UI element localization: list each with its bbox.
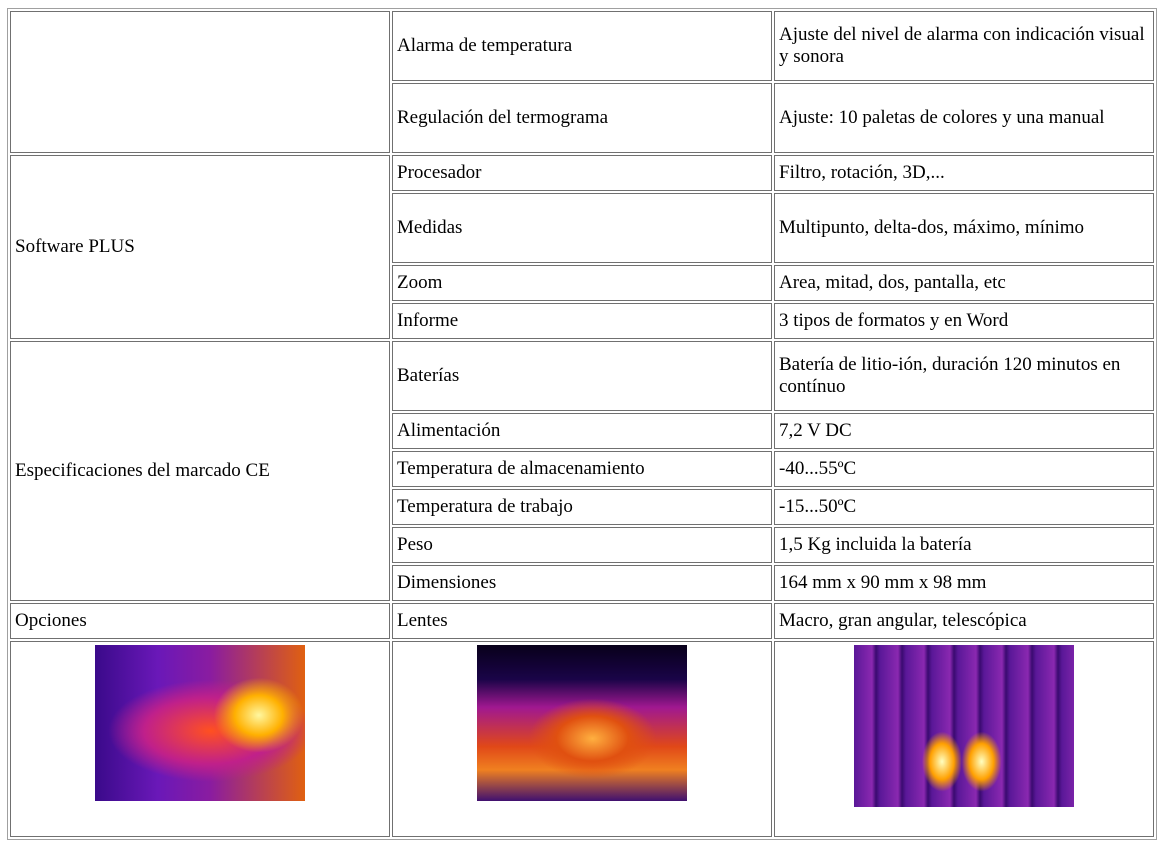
spec-name: Peso <box>392 527 772 563</box>
spec-name: Procesador <box>392 155 772 191</box>
spec-row: Opciones Lentes Macro, gran angular, teles… <box>10 603 1154 639</box>
spec-name: Medidas <box>392 193 772 263</box>
thermal-image <box>477 645 687 801</box>
spec-name: Regulación del termograma <box>392 83 772 153</box>
spec-name: Temperatura de trabajo <box>392 489 772 525</box>
group-label: Software PLUS <box>10 155 390 339</box>
spec-value: 7,2 V DC <box>774 413 1154 449</box>
spec-table: Alarma de temperatura Ajuste del nivel de… <box>7 8 1157 840</box>
spec-value: Filtro, rotación, 3D,... <box>774 155 1154 191</box>
group-label <box>10 11 390 153</box>
spec-name: Dimensiones <box>392 565 772 601</box>
spec-value: Area, mitad, dos, pantalla, etc <box>774 265 1154 301</box>
image-cell <box>392 641 772 837</box>
thermal-image <box>854 645 1074 807</box>
spec-name: Baterías <box>392 341 772 411</box>
spec-value: Macro, gran angular, telescópica <box>774 603 1154 639</box>
spec-row: Regulación del termograma Ajuste: 10 pale… <box>10 83 1154 153</box>
spec-rows: Alarma de temperatura Ajuste del nivel de… <box>10 11 1154 639</box>
spec-row: Medidas Multipunto, delta-dos, máximo, mí… <box>10 193 1154 263</box>
spec-name: Informe <box>392 303 772 339</box>
spec-name: Alimentación <box>392 413 772 449</box>
spec-row: Alarma de temperatura Ajuste del nivel de… <box>10 11 1154 153</box>
image-rows <box>10 641 1154 837</box>
spec-row: Dimensiones 164 mm x 90 mm x 98 mm <box>10 565 1154 601</box>
spec-value: Multipunto, delta-dos, máximo, mínimo <box>774 193 1154 263</box>
spec-row: Zoom Area, mitad, dos, pantalla, etc <box>10 265 1154 301</box>
spec-value: Ajuste del nivel de alarma con indicació… <box>774 11 1154 81</box>
spec-value: -15...50ºC <box>774 489 1154 525</box>
image-cell <box>10 641 390 837</box>
group-label: Especificaciones del marcado CE <box>10 341 390 601</box>
spec-name: Alarma de temperatura <box>392 11 772 81</box>
spec-row: Peso 1,5 Kg incluida la batería <box>10 527 1154 563</box>
thermal-image <box>95 645 305 801</box>
spec-row: Especificaciones del marcado CE Baterías B… <box>10 341 1154 601</box>
spec-value: 1,5 Kg incluida la batería <box>774 527 1154 563</box>
spec-row: Software PLUS Procesador Filtro, rotación,… <box>10 155 1154 339</box>
spec-row: Temperatura de almacenamiento -40...55ºC <box>10 451 1154 487</box>
image-cell <box>774 641 1154 837</box>
spec-name: Zoom <box>392 265 772 301</box>
image-row <box>10 641 1154 837</box>
spec-row: Informe 3 tipos de formatos y en Word <box>10 303 1154 339</box>
spec-value: Ajuste: 10 paletas de colores y una manu… <box>774 83 1154 153</box>
spec-value: Batería de litio-ión, duración 120 minut… <box>774 341 1154 411</box>
spec-value: 3 tipos de formatos y en Word <box>774 303 1154 339</box>
spec-row: Temperatura de trabajo -15...50ºC <box>10 489 1154 525</box>
spec-value: -40...55ºC <box>774 451 1154 487</box>
spec-name: Temperatura de almacenamiento <box>392 451 772 487</box>
spec-value: 164 mm x 90 mm x 98 mm <box>774 565 1154 601</box>
spec-name: Lentes <box>392 603 772 639</box>
group-label: Opciones <box>10 603 390 639</box>
spec-row: Alimentación 7,2 V DC <box>10 413 1154 449</box>
